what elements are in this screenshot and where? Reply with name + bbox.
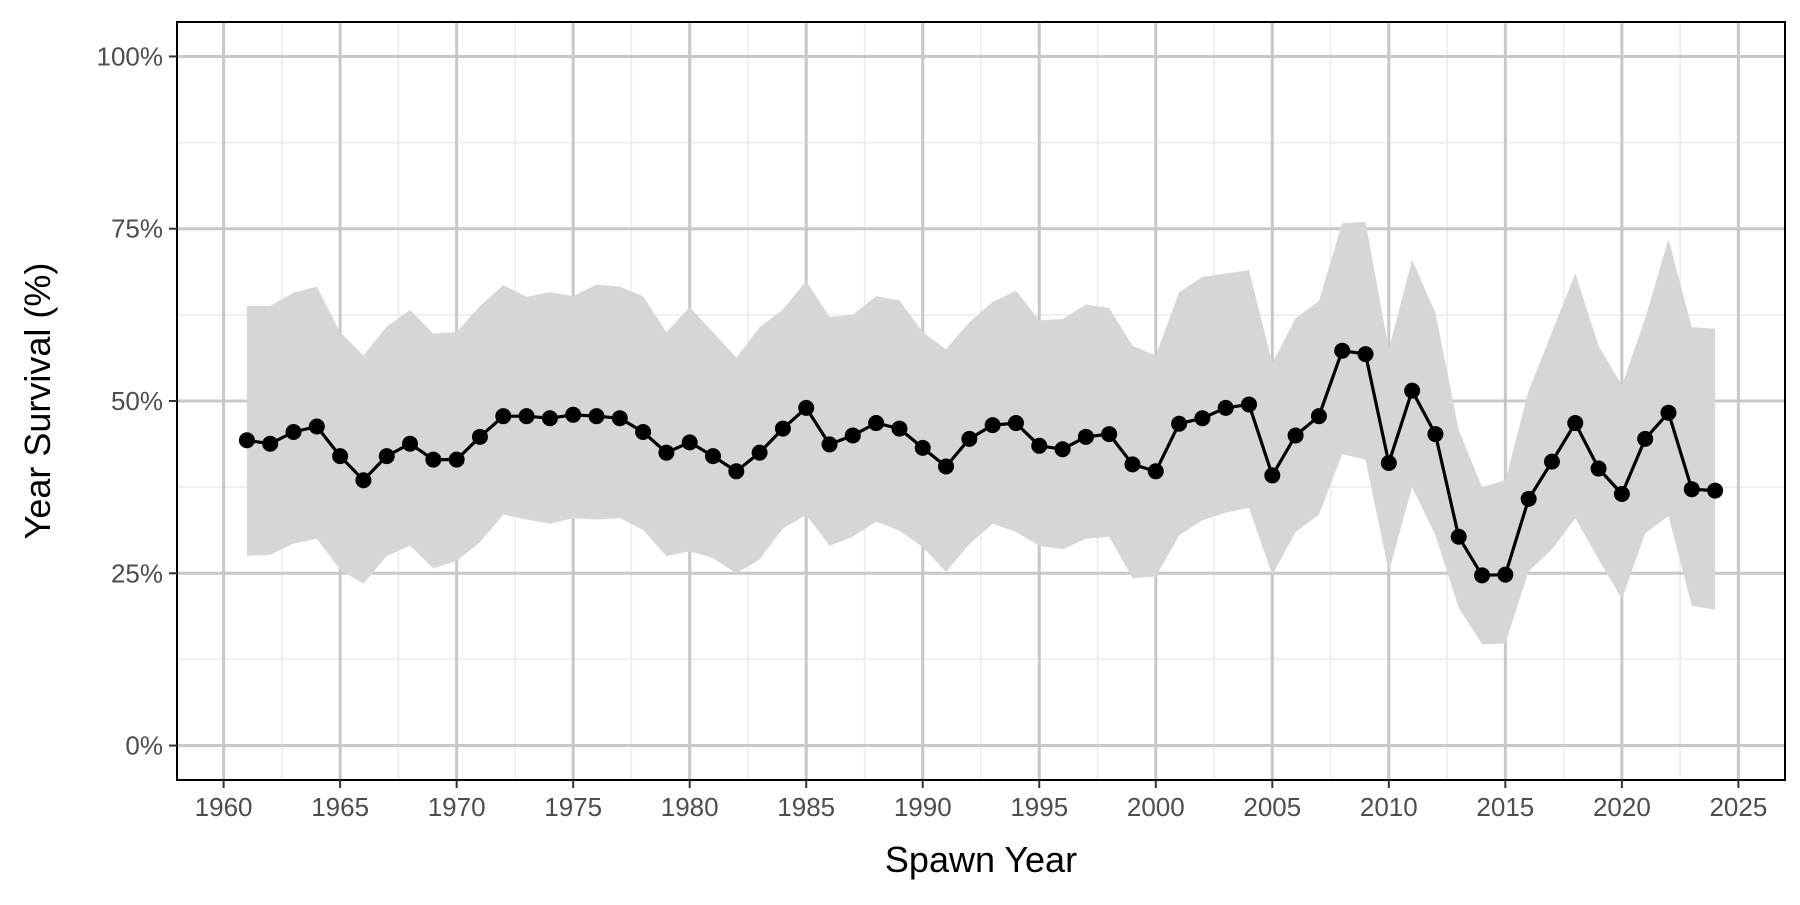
data-point [1380, 455, 1397, 472]
data-point [751, 444, 768, 461]
series-points [238, 342, 1724, 584]
data-point [308, 418, 325, 435]
data-point [1147, 463, 1164, 480]
y-tick-label: 50% [111, 386, 163, 416]
x-tick-label: 2010 [1360, 792, 1418, 822]
data-point [565, 406, 582, 423]
data-point [518, 408, 535, 425]
y-tick-label: 0% [125, 731, 163, 761]
data-point [1310, 408, 1327, 425]
data-point [961, 430, 978, 447]
x-tick-label: 1975 [544, 792, 602, 822]
data-point [1101, 426, 1118, 443]
data-point [1357, 346, 1374, 363]
data-point [891, 420, 908, 437]
y-axis-title: Year Survival (%) [17, 263, 58, 540]
x-tick-label: 1970 [428, 792, 486, 822]
data-point [984, 417, 1001, 434]
data-point [1497, 566, 1514, 583]
data-point [705, 448, 721, 465]
data-point [1613, 486, 1630, 503]
data-point [1707, 482, 1724, 499]
data-point [1543, 453, 1560, 470]
data-point [402, 435, 419, 452]
survival-line [246, 349, 1716, 577]
data-point [1567, 415, 1584, 432]
data-point [1194, 410, 1211, 427]
data-point [588, 408, 605, 425]
x-tick-label: 2000 [1127, 792, 1185, 822]
data-point [1427, 426, 1444, 443]
x-tick-label: 1990 [894, 792, 952, 822]
series-line [246, 349, 1716, 577]
x-tick-label: 2015 [1476, 792, 1534, 822]
x-tick-label: 2025 [1709, 792, 1767, 822]
x-tick-label: 2020 [1593, 792, 1651, 822]
y-tick-label: 75% [111, 214, 163, 244]
data-point [471, 428, 488, 445]
data-point [1637, 430, 1654, 447]
data-point [1007, 415, 1024, 432]
data-point [1054, 441, 1071, 458]
x-tick-label: 2005 [1243, 792, 1301, 822]
data-point [1334, 342, 1351, 359]
x-tick-label: 1995 [1010, 792, 1068, 822]
data-point [1590, 460, 1607, 477]
data-point [1520, 490, 1537, 507]
data-point [378, 448, 395, 465]
data-point [728, 463, 745, 480]
data-point [681, 434, 698, 451]
data-point [541, 410, 558, 427]
data-point [1264, 467, 1281, 484]
x-tick-label: 1965 [311, 792, 369, 822]
data-point [425, 451, 442, 468]
data-point [1450, 528, 1467, 545]
data-point [262, 435, 279, 452]
axes: 1960 1965 1970 1975 1980 1985 1990 1995 2000 2005… [97, 21, 1786, 822]
data-point [821, 436, 838, 453]
data-point [285, 424, 302, 441]
data-point [448, 451, 465, 468]
data-point [868, 415, 885, 432]
y-tick-label: 25% [111, 558, 163, 588]
data-point [1124, 456, 1141, 473]
data-point [332, 448, 349, 465]
data-point [1031, 437, 1048, 454]
x-axis-title: Spawn Year [885, 839, 1077, 880]
data-point [658, 444, 675, 461]
data-point [938, 458, 955, 475]
data-point [1683, 481, 1700, 498]
data-point [611, 410, 628, 427]
x-tick-label: 1980 [661, 792, 719, 822]
data-point [844, 427, 861, 444]
data-point [355, 472, 372, 489]
data-point [1287, 427, 1304, 444]
data-point [774, 420, 791, 437]
data-point [1404, 382, 1421, 399]
x-tick-label: 1985 [777, 792, 835, 822]
data-point [635, 424, 652, 441]
data-point [238, 432, 255, 449]
data-point [1217, 399, 1234, 416]
y-tick-label: 100% [97, 41, 164, 71]
data-point [495, 408, 512, 425]
data-point [798, 399, 815, 416]
data-point [1474, 567, 1491, 584]
data-point [914, 439, 931, 456]
data-point [1171, 415, 1188, 432]
data-point [1660, 404, 1677, 421]
data-point [1077, 428, 1094, 445]
x-tick-label: 1960 [195, 792, 253, 822]
data-point [1241, 396, 1257, 413]
